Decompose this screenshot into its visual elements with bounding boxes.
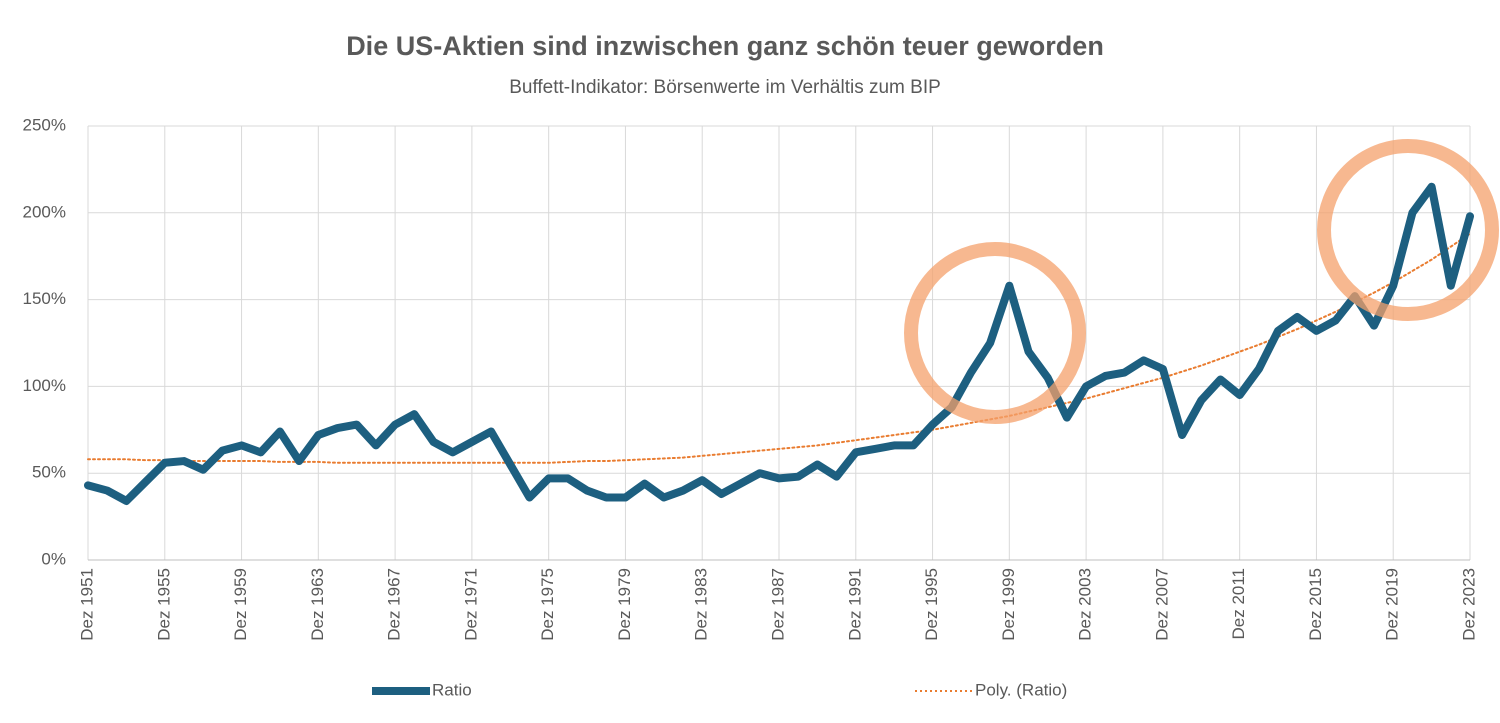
plot xyxy=(84,182,1474,505)
y-tick-label: 100% xyxy=(23,376,66,395)
y-tick-label: 150% xyxy=(23,289,66,308)
legend-label: Poly. (Ratio) xyxy=(975,680,1067,699)
legend-label: Ratio xyxy=(432,680,472,699)
x-tick-label: Dez 1983 xyxy=(692,568,711,641)
x-tick-label: Dez 2011 xyxy=(1229,568,1248,640)
data-line xyxy=(84,182,1474,505)
x-tick-label: Dez 1967 xyxy=(385,568,404,641)
x-tick-label: Dez 1959 xyxy=(231,568,250,641)
y-tick-label: 200% xyxy=(23,202,66,221)
x-tick-label: Dez 1979 xyxy=(615,568,634,641)
x-tick-label: Dez 1995 xyxy=(922,568,941,641)
x-tick-label: Dez 1999 xyxy=(999,568,1018,641)
highlight-circle xyxy=(1317,139,1499,321)
x-tick-label: Dez 1975 xyxy=(538,568,557,641)
grid xyxy=(87,125,1471,561)
y-tick-label: 50% xyxy=(32,463,66,482)
x-tick-label: Dez 1971 xyxy=(461,568,480,641)
chart-title: Die US-Aktien sind inzwischen ganz schön… xyxy=(346,31,1104,61)
x-tick-label: Dez 2007 xyxy=(1152,568,1171,641)
trend-line xyxy=(87,232,1471,464)
x-tick-label: Dez 1991 xyxy=(845,568,864,641)
x-tick-label: Dez 2023 xyxy=(1459,568,1478,641)
x-tick-label: Dez 2015 xyxy=(1306,568,1325,641)
x-tick-label: Dez 2003 xyxy=(1076,568,1095,641)
x-tick-label: Dez 1955 xyxy=(154,568,173,641)
x-tick-label: Dez 1963 xyxy=(308,568,327,641)
y-tick-label: 250% xyxy=(23,115,66,134)
x-tick-label: Dez 1987 xyxy=(768,568,787,641)
highlight-circle xyxy=(904,242,1086,424)
x-tick-label: Dez 2019 xyxy=(1383,568,1402,641)
y-tick-label: 0% xyxy=(41,549,66,568)
chart-subtitle: Buffett-Indikator: Börsenwerte im Verhäl… xyxy=(509,77,941,98)
x-tick-label: Dez 1951 xyxy=(77,568,96,641)
